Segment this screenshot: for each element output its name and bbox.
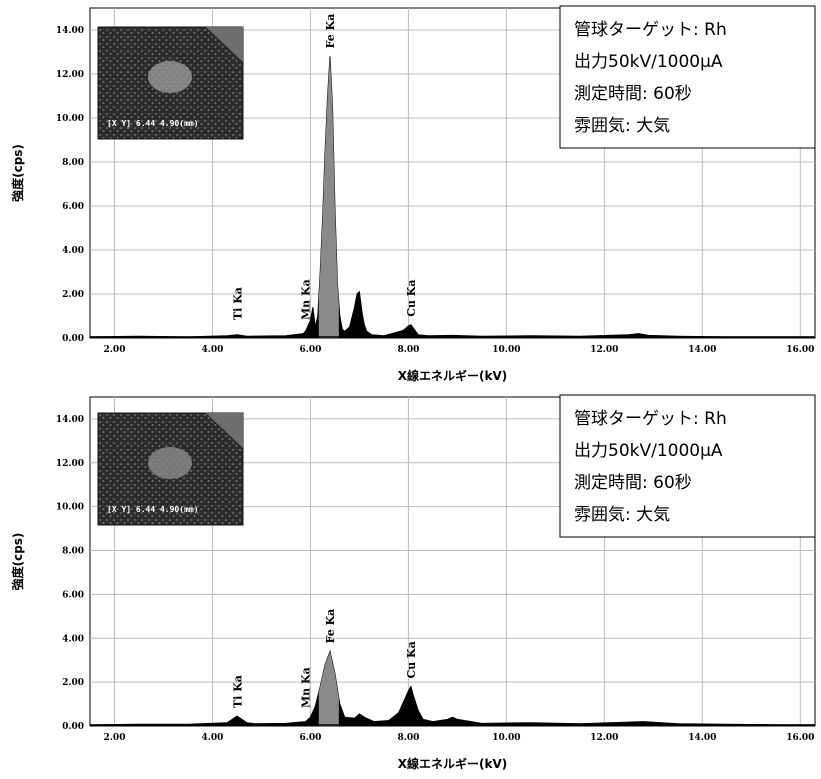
y-tick-label: 8.00 xyxy=(62,547,84,557)
x-axis-title: X線エネルギー(kV) xyxy=(398,756,508,771)
measurement-info-line: 出力50kV/1000µA xyxy=(574,52,723,72)
y-tick-label: 10.00 xyxy=(56,503,84,513)
x-tick-label: 2.00 xyxy=(104,345,126,355)
y-tick-label: 14.00 xyxy=(56,26,84,36)
peak-label: Cu Ka xyxy=(405,641,418,678)
peak-label: Ti Ka xyxy=(231,287,244,320)
x-tick-label: 6.00 xyxy=(299,345,321,355)
peak-label: Cu Ka xyxy=(405,280,418,317)
y-tick-label: 8.00 xyxy=(62,158,84,168)
sample-image-spot xyxy=(148,447,192,479)
sample-image-spot xyxy=(148,61,192,93)
y-tick-label: 4.00 xyxy=(62,634,84,644)
y-tick-label: 14.00 xyxy=(56,415,84,425)
x-tick-label: 16.00 xyxy=(786,733,814,743)
x-tick-label: 14.00 xyxy=(688,345,716,355)
inset-caption: [X Y] 6.44 4.90(mm) xyxy=(107,505,199,514)
measurement-info-line: 管球ターゲット: Rh xyxy=(574,20,727,40)
measurement-info-line: 測定時間: 60秒 xyxy=(574,473,692,493)
y-tick-label: 12.00 xyxy=(56,70,84,80)
peak-label: Fe Ka xyxy=(324,609,337,644)
x-tick-label: 10.00 xyxy=(492,345,520,355)
measurement-info-line: 測定時間: 60秒 xyxy=(574,84,692,104)
y-tick-label: 0.00 xyxy=(62,334,84,344)
x-tick-label: 2.00 xyxy=(104,733,126,743)
y-tick-label: 0.00 xyxy=(62,722,84,732)
inset-caption: [X Y] 6.44 4.90(mm) xyxy=(107,119,199,128)
y-axis-title: 強度(cps) xyxy=(10,533,25,591)
measurement-info-line: 雰囲気: 大気 xyxy=(574,505,670,525)
peak-label: Mn Ka xyxy=(300,667,313,708)
x-tick-label: 14.00 xyxy=(688,733,716,743)
y-axis-title: 強度(cps) xyxy=(10,144,25,202)
y-tick-label: 6.00 xyxy=(62,202,84,212)
peak-label: Mn Ka xyxy=(300,279,313,320)
x-tick-label: 6.00 xyxy=(299,733,321,743)
x-tick-label: 4.00 xyxy=(202,733,224,743)
y-tick-label: 12.00 xyxy=(56,459,84,469)
x-tick-label: 12.00 xyxy=(590,733,618,743)
x-axis-title: X線エネルギー(kV) xyxy=(398,368,508,383)
y-tick-label: 2.00 xyxy=(62,678,84,688)
measurement-info-line: 管球ターゲット: Rh xyxy=(574,409,727,429)
chart-panel-1: 2.00 4.00 6.00 8.00 10.00 12.00 14.00 16.00 0.00… xyxy=(10,6,815,383)
y-tick-label: 2.00 xyxy=(62,290,84,300)
y-tick-label: 10.00 xyxy=(56,114,84,124)
x-tick-label: 4.00 xyxy=(202,345,224,355)
x-tick-label: 10.00 xyxy=(492,733,520,743)
y-tick-label: 6.00 xyxy=(62,590,84,600)
x-tick-label: 12.00 xyxy=(590,345,618,355)
x-tick-label: 8.00 xyxy=(397,345,419,355)
measurement-info-line: 雰囲気: 大気 xyxy=(574,116,670,136)
peak-label: Ti Ka xyxy=(231,675,244,708)
peak-label: Fe Ka xyxy=(324,14,337,49)
x-tick-label: 16.00 xyxy=(786,345,814,355)
measurement-info-line: 出力50kV/1000µA xyxy=(574,441,723,461)
chart-panel-2: 2.00 4.00 6.00 8.00 10.00 12.00 14.00 16.00 0.00… xyxy=(10,395,815,771)
x-tick-label: 8.00 xyxy=(397,733,419,743)
y-tick-label: 4.00 xyxy=(62,246,84,256)
